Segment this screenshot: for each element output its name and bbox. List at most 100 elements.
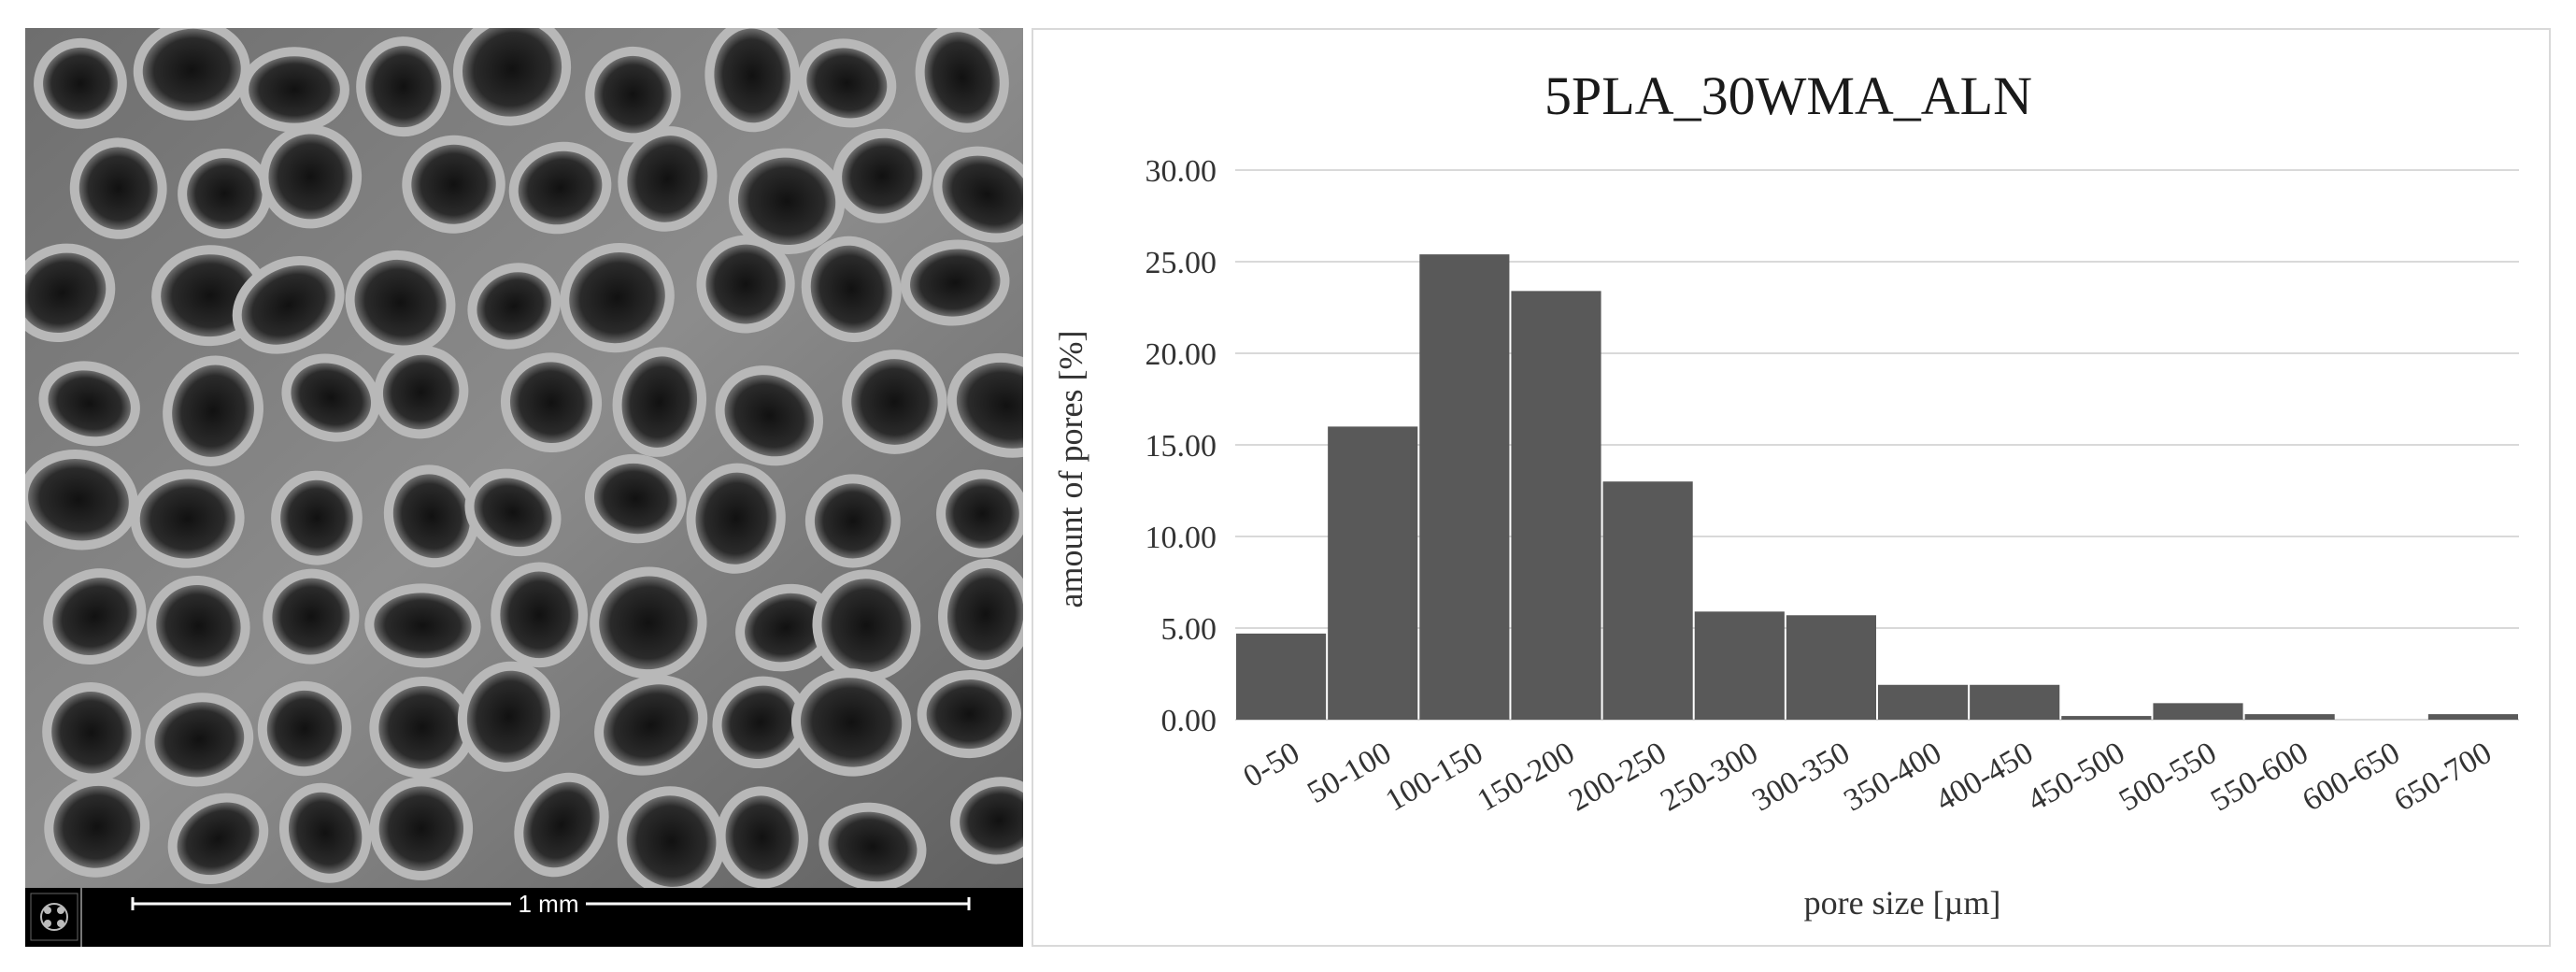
pore — [142, 28, 241, 111]
pore — [705, 244, 786, 324]
pore — [695, 472, 776, 565]
bar-650-700 — [2427, 714, 2518, 720]
x-tick-label: 450-500 — [2022, 736, 2131, 819]
pore — [518, 150, 603, 225]
bar-400-450 — [1970, 684, 2060, 720]
pore — [725, 795, 799, 879]
pore — [78, 147, 158, 230]
pore — [800, 678, 903, 767]
pore — [947, 567, 1023, 661]
y-axis-title: amount of pores [%] — [1052, 331, 1089, 608]
bar-250-300 — [1694, 611, 1785, 720]
pore — [599, 576, 698, 670]
sem-micrograph: 1 mm — [25, 28, 1023, 947]
x-tick-label: 0-50 — [1238, 736, 1305, 794]
x-tick-label: 600-650 — [2297, 736, 2406, 819]
x-tick-label: 200-250 — [1563, 736, 1672, 819]
pore — [626, 795, 717, 887]
y-tick-label: 5.00 — [1161, 612, 1217, 647]
pore — [466, 670, 551, 763]
pore — [621, 356, 698, 448]
pore — [956, 362, 1023, 449]
pore — [156, 584, 241, 667]
pore — [139, 479, 235, 559]
bar-500-550 — [2153, 703, 2243, 720]
pore — [604, 684, 699, 766]
x-tick-label: 400-450 — [1930, 736, 2040, 819]
x-tick-label: 500-550 — [2113, 736, 2223, 819]
pore — [378, 685, 466, 769]
pore — [523, 781, 600, 868]
pore — [187, 157, 263, 230]
chart-title: 5PLA_30WMA_ALN — [1544, 65, 2032, 126]
pore — [28, 459, 129, 541]
bar-300-350 — [1786, 615, 1876, 720]
microscope-logo-icon — [30, 893, 78, 941]
bar-0-50 — [1236, 633, 1327, 720]
bar-350-400 — [1878, 684, 1969, 720]
pore — [378, 786, 464, 871]
bar-200-250 — [1602, 481, 1693, 720]
porous-scaffold-image: 1 mm — [25, 28, 1023, 947]
bar-450-500 — [2061, 716, 2152, 720]
bar-50-100 — [1328, 426, 1418, 720]
y-tick-label: 0.00 — [1161, 704, 1217, 738]
pore — [942, 155, 1023, 234]
x-tick-label: 250-300 — [1655, 736, 1764, 819]
pore — [280, 479, 353, 556]
pore — [474, 478, 552, 548]
pore — [365, 46, 442, 128]
y-tick-label: 20.00 — [1146, 337, 1217, 372]
chart-canvas: 5PLA_30WMA_ALN 0.00 5.00 10.00 15.00 20.00 25… — [1052, 65, 2519, 922]
pore — [177, 802, 260, 876]
x-axis-title: pore size [µm] — [1804, 884, 2001, 922]
pore — [354, 259, 447, 346]
pore — [806, 48, 888, 119]
pore — [828, 811, 918, 882]
pore — [291, 363, 372, 433]
pore — [724, 375, 814, 457]
scale-bar: 1 mm — [131, 890, 971, 918]
pore — [924, 32, 1000, 123]
x-tick-label: 350-400 — [1838, 736, 1947, 819]
pore — [266, 690, 343, 767]
pore — [268, 134, 353, 220]
bar-150-200 — [1511, 291, 1601, 720]
pore — [462, 28, 562, 117]
x-tick-label: 650-700 — [2388, 736, 2498, 819]
pore — [946, 479, 1019, 549]
x-tick-label: 150-200 — [1472, 736, 1581, 819]
pore — [910, 249, 1001, 317]
pore — [593, 463, 677, 535]
pore — [714, 28, 791, 123]
x-tick-label: 50-100 — [1302, 736, 1397, 810]
pore — [374, 593, 472, 659]
y-tick-label: 10.00 — [1146, 521, 1217, 555]
pore — [48, 370, 131, 437]
pore — [43, 47, 118, 120]
pore — [477, 272, 552, 340]
pore — [745, 593, 828, 663]
scale-bar-label: 1 mm — [519, 890, 579, 918]
pore — [25, 252, 107, 334]
pore — [272, 578, 350, 655]
y-tick-label: 15.00 — [1146, 429, 1217, 464]
bar-100-150 — [1419, 254, 1510, 720]
pore — [53, 785, 141, 868]
pore — [172, 364, 254, 457]
pore — [569, 252, 665, 344]
pore — [382, 354, 460, 430]
pore — [249, 56, 340, 123]
pore — [392, 474, 471, 559]
pore-size-chart: 5PLA_30WMA_ALN 0.00 5.00 10.00 15.00 20.00 25… — [1032, 28, 2551, 947]
pore — [810, 245, 892, 334]
pore — [411, 144, 496, 224]
x-tick-label: 300-350 — [1746, 736, 1856, 819]
pore — [851, 359, 938, 445]
pore — [926, 679, 1012, 750]
pore — [814, 483, 891, 559]
pore — [842, 137, 923, 214]
scale-bar-strip — [25, 888, 1023, 947]
x-tick-label: 550-600 — [2205, 736, 2314, 819]
pore — [509, 362, 593, 444]
